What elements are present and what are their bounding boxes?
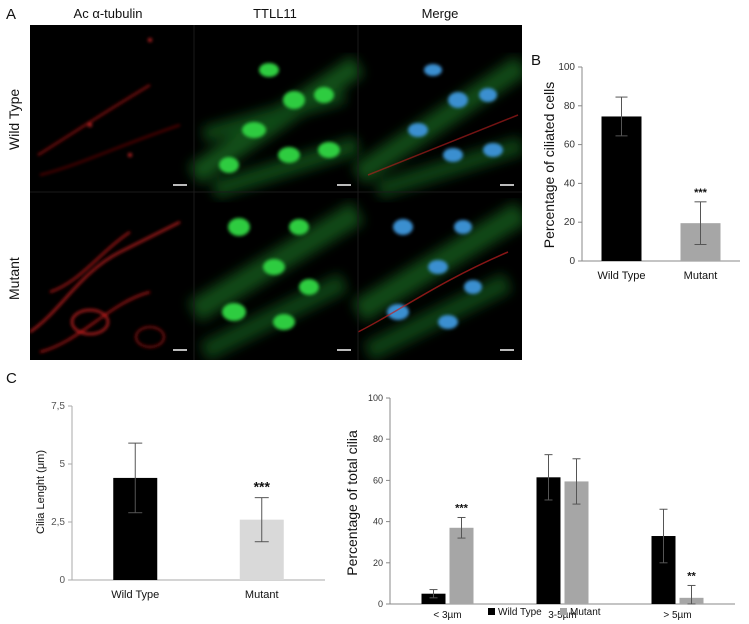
chart-b-y-axis-label: Percentage of ciliated cells bbox=[541, 82, 557, 249]
chart-b-y-tick-label: 40 bbox=[564, 178, 576, 189]
chart-c2-y-tick-label: 100 bbox=[368, 393, 383, 403]
chart-c2-category-label: > 5µm bbox=[663, 610, 691, 621]
panel-letter-b: B bbox=[531, 52, 542, 69]
chart-c1-category-label: Wild Type bbox=[111, 589, 159, 601]
chart-c2-legend-swatch bbox=[488, 608, 495, 615]
chart-c2-category-label: 3-5µm bbox=[548, 610, 577, 621]
chart-b-y-tick-label: 80 bbox=[564, 101, 576, 112]
chart-c2-significance-label: ** bbox=[687, 570, 696, 582]
column-title-merge: Merge bbox=[421, 6, 459, 21]
chart-c2-legend-label: Wild Type bbox=[498, 607, 542, 618]
micrograph-wt-merge bbox=[351, 55, 522, 199]
micrograph-mutant-actubulin bbox=[30, 221, 181, 353]
chart-c1-y-tick-label: 5 bbox=[59, 459, 65, 470]
column-title-ttll11: TTLL11 bbox=[253, 6, 297, 21]
chart-c2-y-tick-label: 40 bbox=[373, 517, 383, 527]
chart-c2-y-tick-label: 0 bbox=[378, 599, 383, 609]
panel-letter-c: C bbox=[6, 370, 17, 387]
micrograph-wt-ttll11 bbox=[187, 55, 365, 199]
chart-c2-legend-swatch bbox=[560, 608, 567, 615]
chart-c2-y-tick-label: 20 bbox=[373, 558, 383, 568]
chart-b-category-label: Mutant bbox=[684, 270, 718, 282]
row-label-wild-type: Wild Type bbox=[6, 88, 22, 150]
chart-c1-significance-label: *** bbox=[254, 479, 271, 495]
chart-c1-y-axis-label: Cilia Lenght (μm) bbox=[35, 450, 47, 534]
chart-c2-bar bbox=[449, 527, 474, 604]
micrograph-mutant-ttll11 bbox=[187, 201, 365, 360]
micrograph-wt-actubulin bbox=[37, 38, 181, 176]
column-title-ac-tubulin: Ac α-tubulin bbox=[73, 6, 143, 21]
chart-c1-y-tick-label: 2,5 bbox=[51, 517, 65, 528]
chart-b-bar bbox=[601, 116, 642, 261]
scale-bars bbox=[173, 184, 514, 351]
micrograph-mutant-merge bbox=[351, 201, 522, 360]
chart-b-y-tick-label: 60 bbox=[564, 140, 576, 151]
chart-c2-y-tick-label: 80 bbox=[373, 434, 383, 444]
chart-c2-significance-label: *** bbox=[455, 502, 469, 514]
panel-letter-a: A bbox=[6, 6, 17, 23]
chart-c2-category-label: < 3µm bbox=[433, 610, 461, 621]
chart-percentage-ciliated: 0 20 40 60 80 100 Wild Type Mutant *** Percentage… bbox=[541, 62, 740, 282]
chart-c2-y-tick-label: 60 bbox=[373, 475, 383, 485]
chart-c2-bar bbox=[421, 593, 446, 604]
chart-c1-y-tick-label: 7,5 bbox=[51, 401, 65, 412]
chart-b-significance-label: *** bbox=[694, 187, 708, 199]
chart-c2-legend-label: Mutant bbox=[570, 607, 601, 618]
chart-c2-y-axis-label: Percentage of total cilia bbox=[344, 430, 360, 576]
chart-c1-y-tick-label: 0 bbox=[59, 575, 65, 586]
chart-cilia-length: 0 2,5 5 7,5 Wild Type Mutant *** Cilia Lenght (… bbox=[35, 401, 325, 601]
chart-b-y-tick-label: 0 bbox=[569, 256, 575, 267]
microscopy-svg bbox=[30, 25, 522, 360]
chart-b-y-tick-label: 100 bbox=[558, 62, 575, 73]
chart-b-y-tick-label: 20 bbox=[564, 217, 576, 228]
chart-total-cilia: 0 20 40 60 80 100 *** < 3µm 3-5µm ** > 5µm Percenta… bbox=[344, 393, 735, 621]
chart-c1-category-label: Mutant bbox=[245, 589, 279, 601]
row-label-mutant: Mutant bbox=[6, 257, 22, 300]
microscopy-grid bbox=[30, 25, 522, 360]
chart-b-category-label: Wild Type bbox=[597, 270, 645, 282]
